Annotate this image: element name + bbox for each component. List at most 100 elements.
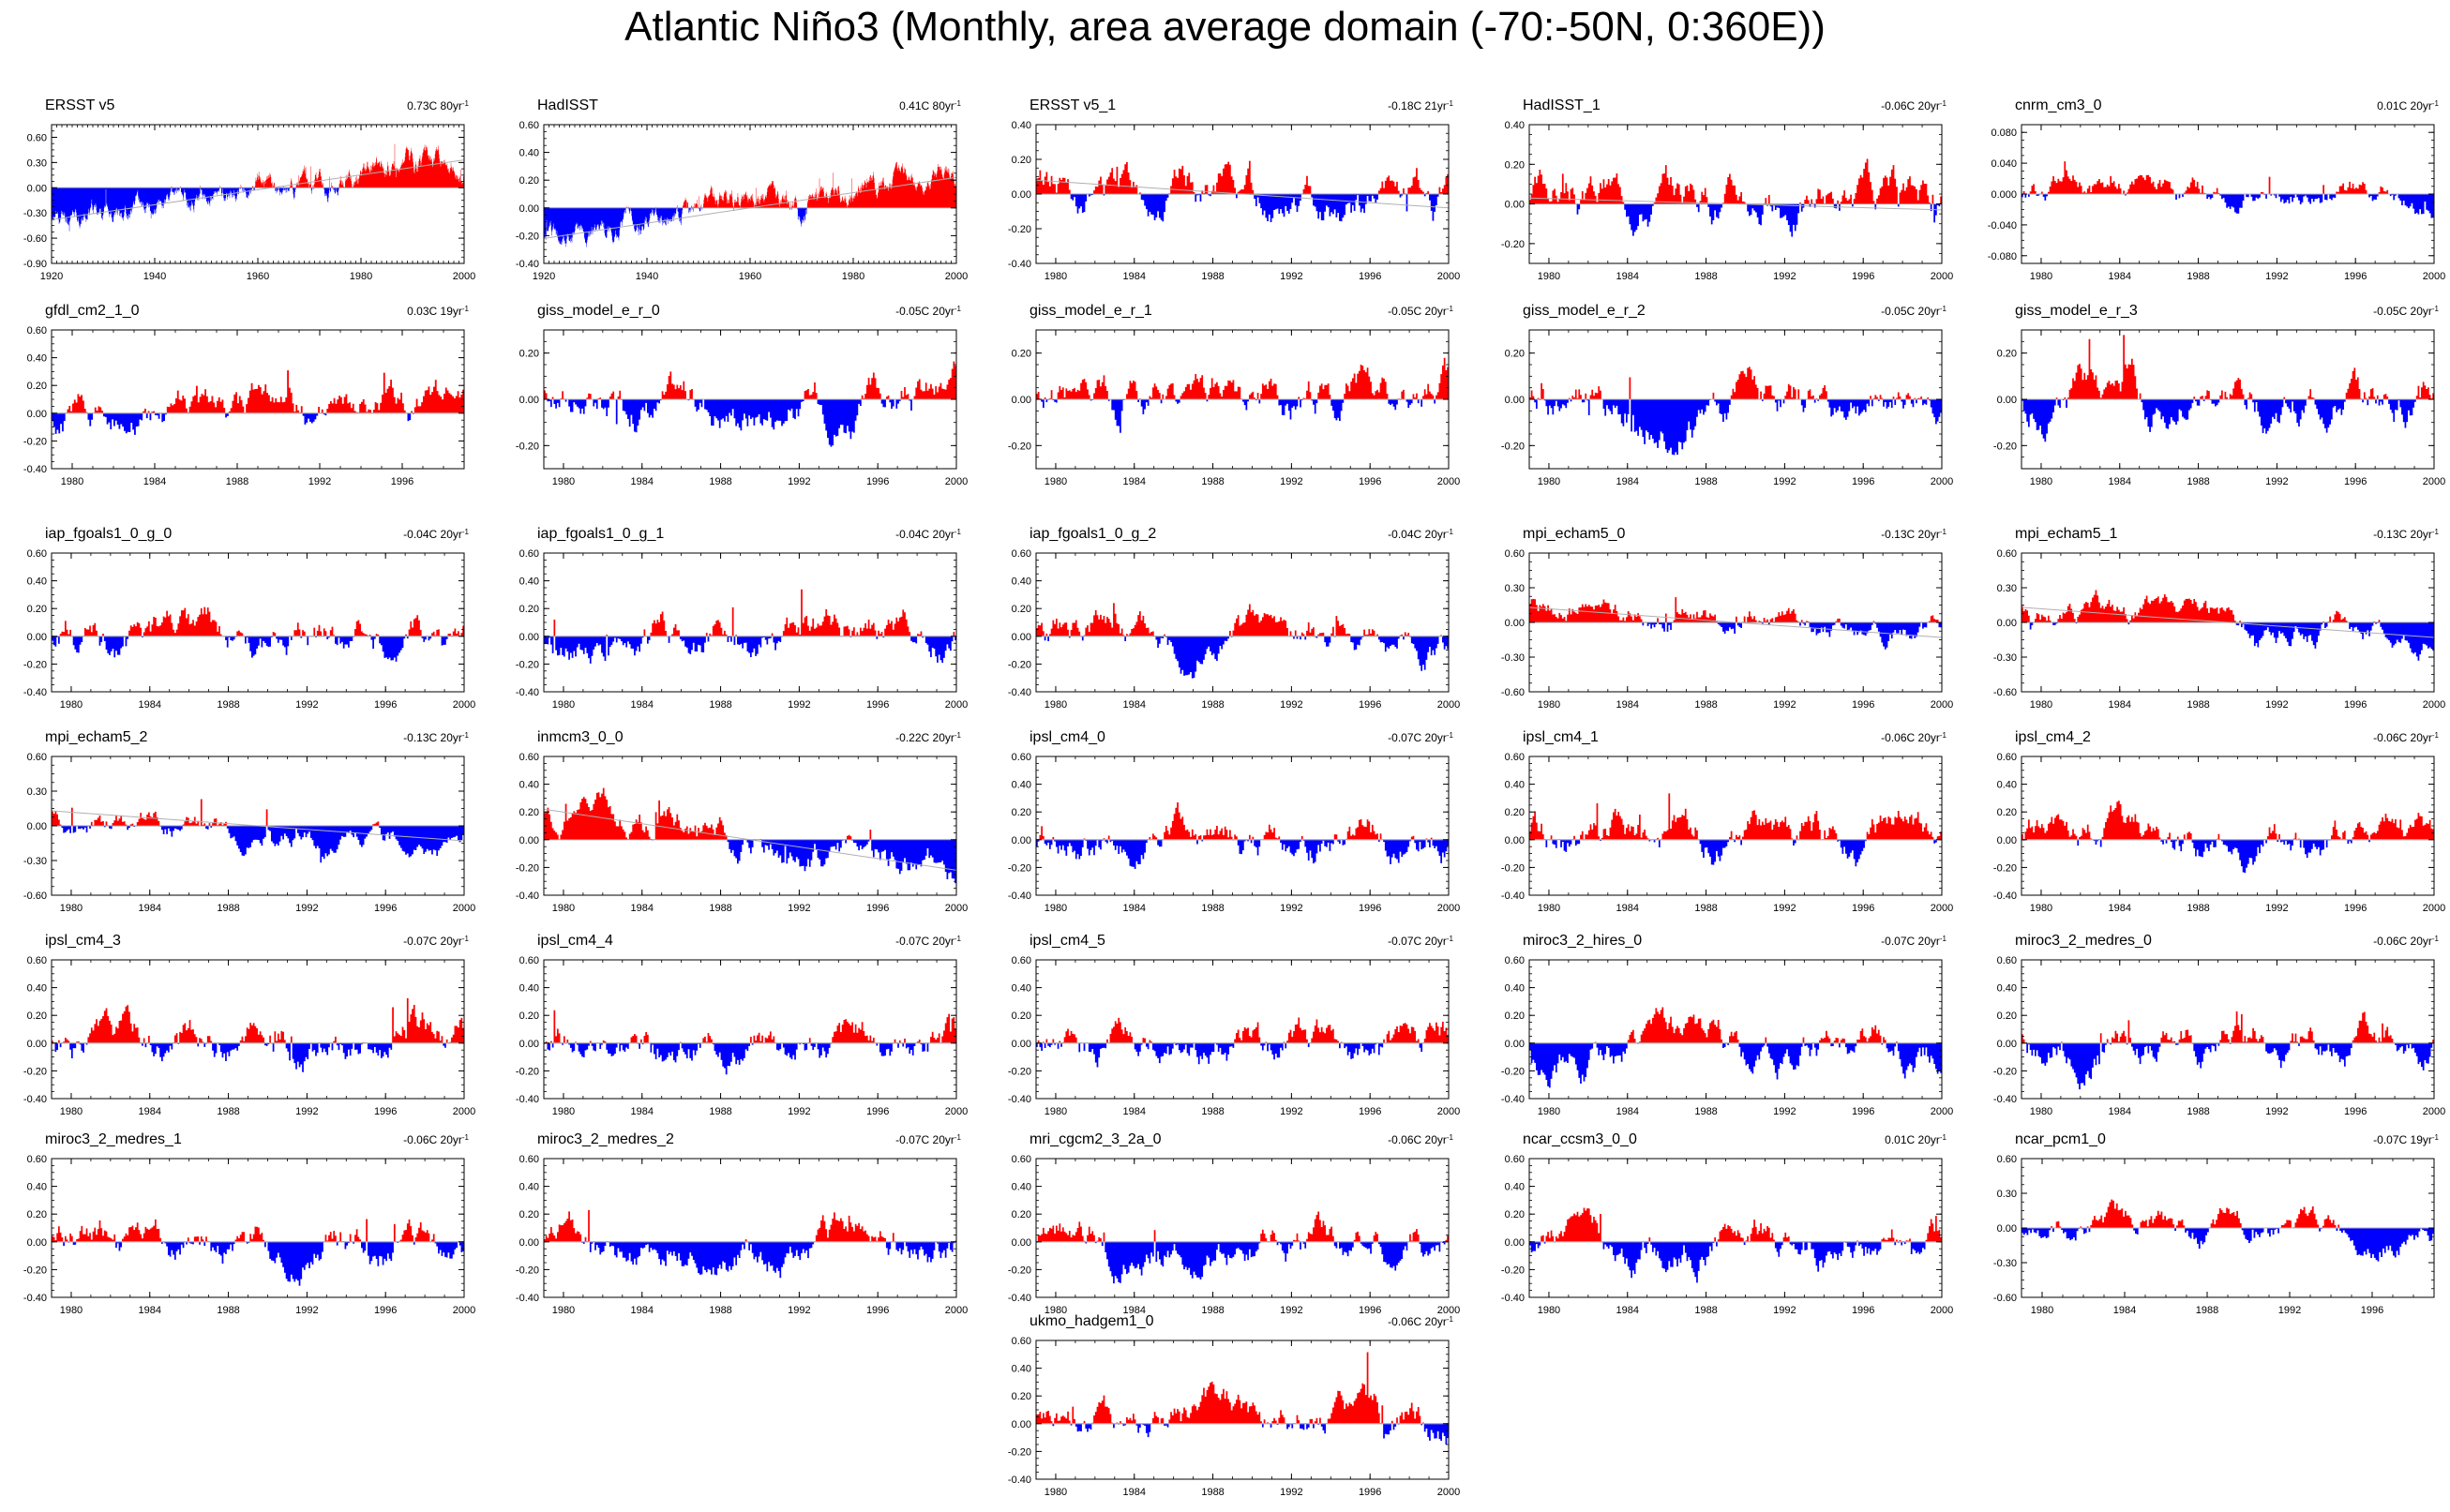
y-tick-label: -0.40: [516, 1094, 539, 1105]
negative-anomaly-area: [1036, 839, 1449, 870]
negative-anomaly-area: [1036, 1241, 1446, 1284]
x-tick-label: 1940: [636, 271, 658, 282]
y-tick-label: 0.20: [519, 807, 539, 818]
x-tick-label: 1984: [1616, 903, 1639, 914]
panel-title: cnrm_cm3_0: [2015, 97, 2102, 113]
negative-anomaly-area: [2029, 622, 2434, 661]
y-tick-label: 0.20: [27, 381, 47, 392]
x-tick-label: 2000: [1931, 476, 1953, 487]
panel-miroc3-2-medres-1: miroc3_2_medres_1 -0.06C 20yr-1 0.60 0.40 0.…: [0, 1130, 491, 1318]
x-tick-label: 1984: [631, 1106, 654, 1117]
x-tick-label: 1980: [1045, 699, 1067, 711]
y-tick-label: 0.60: [27, 1154, 47, 1165]
y-tick-label: 0.20: [1012, 1209, 1031, 1220]
y-tick-label: 0.60: [1505, 955, 1525, 966]
y-tick-label: -0.40: [1993, 1094, 2017, 1105]
y-tick-label: 0.00: [519, 632, 539, 643]
y-tick-label: 0.40: [519, 983, 539, 995]
panel-plot: 0.60 0.40 0.20 0.00 -0.20 -0.40 1980 1984 1988 19…: [23, 325, 465, 487]
panel-plot: 0.60 0.30 0.00 -0.30 -0.60 1980 1984 1988 1992 19…: [23, 752, 475, 914]
y-tick-label: -0.20: [1501, 441, 1525, 452]
x-tick-label: 1992: [2265, 903, 2288, 914]
x-tick-label: 2000: [945, 476, 968, 487]
trend-line: [1528, 606, 1943, 638]
y-tick-label: 0.20: [1997, 807, 2017, 818]
y-tick-label: -0.20: [516, 1265, 539, 1276]
x-tick-label: 1984: [1123, 903, 1146, 914]
x-tick-label: 1984: [139, 903, 161, 914]
x-tick-label: 1988: [1201, 476, 1224, 487]
y-tick-label: 0.20: [519, 604, 539, 615]
y-tick-label: 0.00: [27, 183, 47, 194]
y-tick-label: 0.40: [1997, 780, 2017, 791]
y-tick-label: -0.20: [516, 1066, 539, 1077]
panel-ncar-pcm1-0: ncar_pcm1_0 -0.07C 19yr-1 0.60 0.30 0.00 -0.3…: [1970, 1130, 2450, 1318]
x-tick-label: 1940: [143, 271, 166, 282]
y-tick-label: 0.30: [27, 157, 47, 169]
x-tick-label: 2000: [453, 1106, 475, 1117]
x-tick-label: 1996: [1852, 699, 1874, 711]
y-tick-label: 0.20: [1997, 349, 2017, 360]
y-tick-label: -0.20: [1993, 862, 2017, 874]
y-tick-label: 0.30: [1505, 583, 1525, 594]
x-tick-label: 1996: [2344, 903, 2367, 914]
x-tick-label: 1996: [1852, 271, 1874, 282]
y-tick-label: 0.20: [1012, 1391, 1031, 1402]
y-tick-label: -0.20: [516, 659, 539, 670]
plot-frame: [1528, 959, 1943, 1100]
panel-title: ERSST v5: [45, 97, 115, 113]
x-tick-label: 1988: [1694, 699, 1717, 711]
positive-anomaly-area: [1037, 1017, 1449, 1043]
y-tick-label: -0.60: [23, 233, 47, 245]
main-title: Atlantic Niño3 (Monthly, area average do…: [624, 4, 1826, 50]
y-tick-label: 0.30: [1997, 583, 2017, 594]
panel-ersst-v5-1: ERSST v5_1 -0.18C 21yr-1 0.40 0.20 0.00 -0.20…: [985, 97, 1476, 284]
x-tick-label: 1980: [2030, 1106, 2052, 1117]
negative-anomaly-area: [1545, 839, 1937, 867]
y-tick-label: 0.60: [1012, 1154, 1031, 1165]
positive-anomaly-area: [1037, 1211, 1449, 1242]
y-tick-label: 0.040: [1991, 158, 2017, 170]
panel-gfdl-cm2-1-0: gfdl_cm2_1_0 0.03C 19yr-1 0.60 0.40 0.20 0.00…: [0, 302, 491, 489]
panel-giss-model-e-r-1: giss_model_e_r_1 -0.05C 20yr-1 0.20 0.00 -0.…: [985, 302, 1476, 489]
x-tick-label: 1988: [1201, 1305, 1224, 1316]
panel-iap-fgoals1-0-g-2: iap_fgoals1_0_g_2 -0.04C 20yr-1 0.60 0.40 0.…: [985, 525, 1476, 712]
panel-trend: -0.13C 20yr-1: [1881, 528, 1946, 541]
x-tick-label: 1980: [552, 699, 575, 711]
x-tick-label: 1960: [247, 271, 269, 282]
y-tick-label: 0.40: [1505, 1182, 1525, 1193]
y-tick-label: 0.60: [519, 548, 539, 560]
y-tick-label: 0.60: [27, 132, 47, 143]
y-tick-label: 0.20: [1505, 1209, 1525, 1220]
x-tick-label: 1980: [1538, 1305, 1560, 1316]
positive-anomaly-area: [1036, 160, 1449, 194]
y-tick-label: 0.60: [27, 325, 47, 337]
x-tick-label: 1996: [2344, 699, 2367, 711]
negative-anomaly-area: [581, 1241, 955, 1279]
panel-trend: 0.01C 20yr-1: [2377, 99, 2439, 112]
x-tick-label: 1996: [1359, 476, 1381, 487]
x-tick-label: 1988: [709, 699, 731, 711]
y-tick-label: 0.00: [27, 1039, 47, 1050]
x-tick-label: 1980: [2031, 1305, 2053, 1316]
x-tick-label: 1992: [1773, 1305, 1796, 1316]
x-tick-label: 1988: [1201, 699, 1224, 711]
y-tick-label: 0.00: [1012, 835, 1031, 846]
x-tick-label: 1996: [374, 1106, 397, 1117]
negative-anomaly-area: [54, 1042, 450, 1072]
x-tick-label: 1996: [391, 476, 413, 487]
x-tick-label: 1996: [866, 1106, 889, 1117]
y-tick-label: 0.00: [519, 203, 539, 215]
x-tick-label: 1992: [295, 1106, 318, 1117]
y-tick-label: 0.00: [27, 1237, 47, 1249]
y-tick-label: 0.60: [1505, 1154, 1525, 1165]
y-tick-label: 0.00: [1505, 200, 1525, 211]
panel-plot: 0.40 0.20 0.00 -0.20 1980 1984 1988 1992 1996 200…: [1501, 120, 1953, 282]
negative-anomaly-area: [1041, 399, 1436, 433]
panel-plot: 0.60 0.40 0.20 0.00 -0.20 -0.40 1980 1984 1988 19…: [1008, 955, 1460, 1117]
negative-anomaly-area: [2024, 1042, 2433, 1090]
x-tick-label: 1996: [1852, 1106, 1874, 1117]
y-tick-label: 0.60: [1505, 752, 1525, 763]
x-tick-label: 2000: [945, 699, 968, 711]
